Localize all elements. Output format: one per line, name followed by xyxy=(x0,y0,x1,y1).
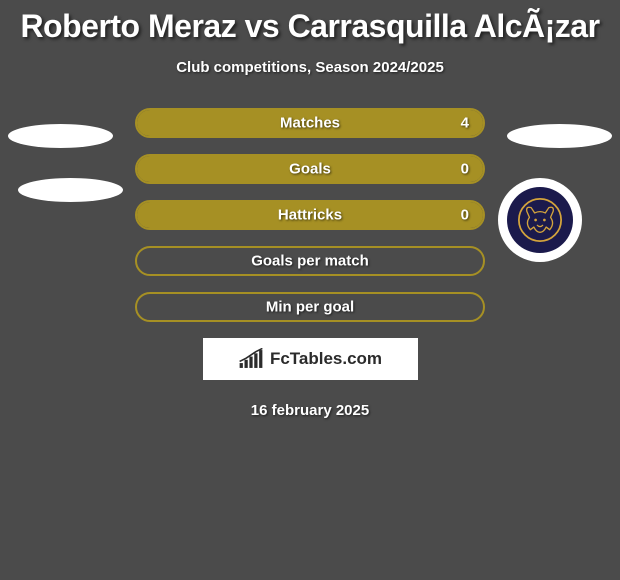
stat-label: Goals xyxy=(137,161,483,178)
club-badge-inner xyxy=(507,187,573,253)
stat-label: Matches xyxy=(137,115,483,132)
stat-label: Goals per match xyxy=(137,253,483,270)
stat-row: Min per goal xyxy=(135,292,485,322)
club-badge xyxy=(498,178,582,262)
stats-container: Matches4Goals0Hattricks0Goals per matchM… xyxy=(135,108,485,322)
stat-label: Min per goal xyxy=(137,299,483,316)
subtitle: Club competitions, Season 2024/2025 xyxy=(0,59,620,76)
stat-value-right: 0 xyxy=(461,161,469,178)
stat-value-right: 0 xyxy=(461,207,469,224)
player-right-photo-placeholder xyxy=(507,124,612,148)
puma-head-icon xyxy=(518,198,562,242)
stat-label: Hattricks xyxy=(137,207,483,224)
brand-box[interactable]: FcTables.com xyxy=(203,338,418,380)
stat-row: Goals0 xyxy=(135,154,485,184)
date-text: 16 february 2025 xyxy=(0,402,620,419)
stat-value-right: 4 xyxy=(461,115,469,132)
stat-row: Matches4 xyxy=(135,108,485,138)
stat-row: Goals per match xyxy=(135,246,485,276)
brand-text: FcTables.com xyxy=(270,349,382,369)
player-left-photo-placeholder-2 xyxy=(18,178,123,202)
player-left-photo-placeholder-1 xyxy=(8,124,113,148)
bar-chart-icon xyxy=(238,348,264,370)
page-title: Roberto Meraz vs Carrasquilla AlcÃ¡zar xyxy=(0,0,620,45)
stat-row: Hattricks0 xyxy=(135,200,485,230)
